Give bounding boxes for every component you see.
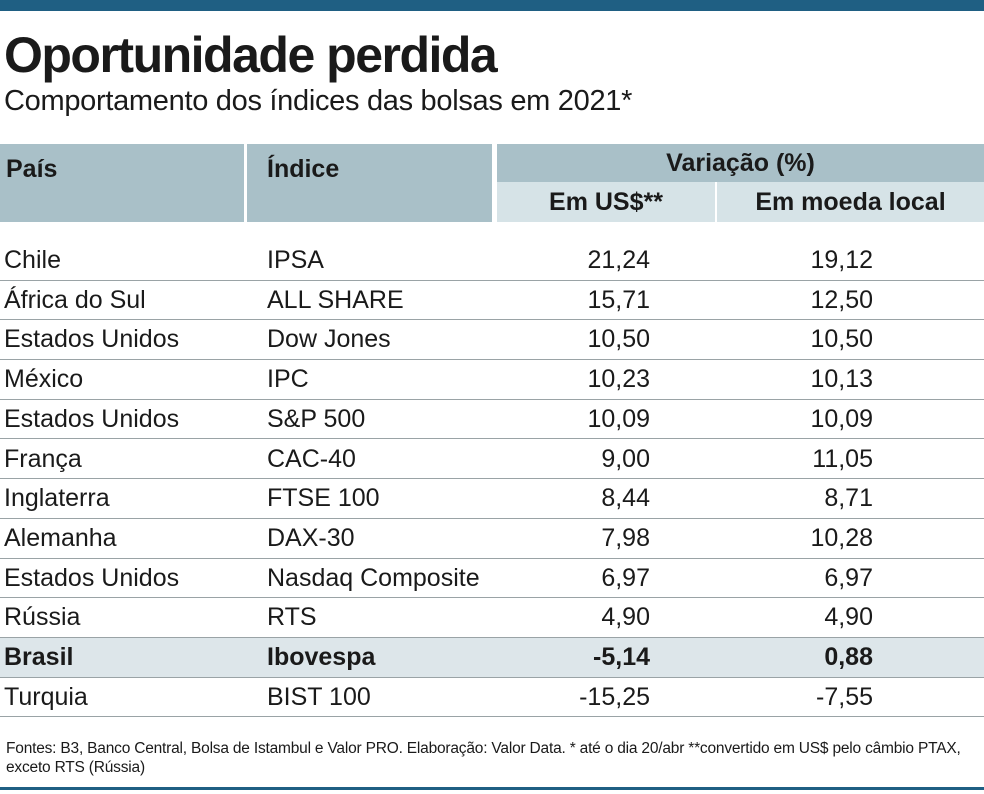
cell-variacao-usd: -5,14 [593,643,650,671]
cell-pais: Rússia [4,603,81,632]
cell-variacao-usd: 6,97 [601,563,650,592]
footnote: Fontes: B3, Banco Central, Bolsa de Ista… [6,740,961,776]
table-row: Chile IPSA 21,24 19,12 [0,241,984,281]
cell-pais: Brasil [4,643,74,671]
cell-variacao-moeda-local: 19,12 [810,246,873,274]
cell-variacao-moeda-local: 8,71 [824,484,873,513]
cell-variacao-moeda-local: 10,50 [810,325,873,354]
cell-pais: Inglaterra [4,484,110,513]
cell-indice: CAC-40 [267,444,356,473]
cell-variacao-usd: 10,50 [587,325,650,354]
column-header-em-usd: Em US$** [497,182,715,222]
top-accent-bar [0,0,984,11]
cell-indice: RTS [267,603,317,632]
cell-pais: França [4,444,82,473]
table-row: África do Sul ALL SHARE 15,71 12,50 [0,281,984,321]
cell-variacao-moeda-local: 10,28 [810,523,873,552]
page-title: Oportunidade perdida [4,27,498,83]
cell-variacao-usd: -15,25 [579,682,650,711]
cell-variacao-moeda-local: 10,13 [810,365,873,394]
column-header-indice: Índice [247,144,492,222]
column-header-pais-label: País [6,155,58,183]
column-header-variacao-label: Variação (%) [666,149,815,177]
table-row: Estados Unidos Dow Jones 10,50 10,50 [0,320,984,361]
cell-variacao-moeda-local: 4,90 [824,603,873,632]
table-row: México IPC 10,23 10,13 [0,360,984,400]
column-header-indice-label: Índice [267,155,340,183]
cell-variacao-moeda-local: 12,50 [810,285,873,314]
cell-variacao-moeda-local: 10,09 [810,404,873,433]
cell-variacao-moeda-local: 11,05 [812,444,873,473]
cell-variacao-usd: 10,09 [587,404,650,433]
cell-indice: FTSE 100 [267,484,380,513]
cell-variacao-usd: 4,90 [601,603,650,632]
table-row: França CAC-40 9,00 11,05 [0,440,984,480]
cell-pais: Estados Unidos [4,563,180,592]
cell-indice: IPC [267,365,309,394]
table-row: Inglaterra FTSE 100 8,44 8,71 [0,479,984,519]
cell-indice: IPSA [267,246,324,274]
table-row: Estados Unidos Nasdaq Composite 6,97 6,97 [0,559,984,599]
cell-variacao-usd: 9,00 [601,444,650,473]
cell-variacao-usd: 21,24 [587,246,650,274]
table-row: Alemanha DAX-30 7,98 10,28 [0,519,984,559]
cell-pais: Chile [4,246,61,274]
column-header-variacao: Variação (%) [497,144,984,182]
cell-pais: Estados Unidos [4,404,180,433]
cell-pais: Estados Unidos [4,325,180,354]
column-header-em-moeda-local: Em moeda local [717,182,984,222]
cell-indice: S&P 500 [267,404,366,433]
column-header-em-moeda-local-label: Em moeda local [755,188,946,216]
cell-pais: Alemanha [4,523,117,552]
cell-pais: Turquia [4,682,88,711]
cell-variacao-moeda-local: -7,55 [816,682,873,711]
cell-variacao-usd: 8,44 [601,484,650,513]
cell-indice: ALL SHARE [267,285,404,314]
table-row: Rússia RTS 4,90 4,90 [0,598,984,638]
cell-indice: Ibovespa [267,643,376,671]
cell-pais: África do Sul [4,285,146,314]
bottom-accent-line [0,787,984,790]
cell-variacao-usd: 15,71 [587,285,650,314]
cell-pais: México [4,365,84,394]
cell-indice: DAX-30 [267,523,355,552]
cell-variacao-usd: 10,23 [587,365,650,394]
cell-variacao-usd: 7,98 [601,523,650,552]
table-row: Turquia BIST 100 -15,25 -7,55 [0,678,984,718]
page-subtitle: Comportamento dos índices das bolsas em … [4,85,633,117]
table-row: Estados Unidos S&P 500 10,09 10,09 [0,400,984,440]
column-header-pais: País [0,144,244,222]
cell-variacao-moeda-local: 0,88 [824,643,873,671]
cell-variacao-moeda-local: 6,97 [824,563,873,592]
cell-indice: BIST 100 [267,682,371,711]
cell-indice: Nasdaq Composite [267,563,480,592]
table-row: Brasil Ibovespa -5,14 0,88 [0,638,984,678]
column-header-em-usd-label: Em US$** [549,188,663,216]
cell-indice: Dow Jones [267,325,391,354]
